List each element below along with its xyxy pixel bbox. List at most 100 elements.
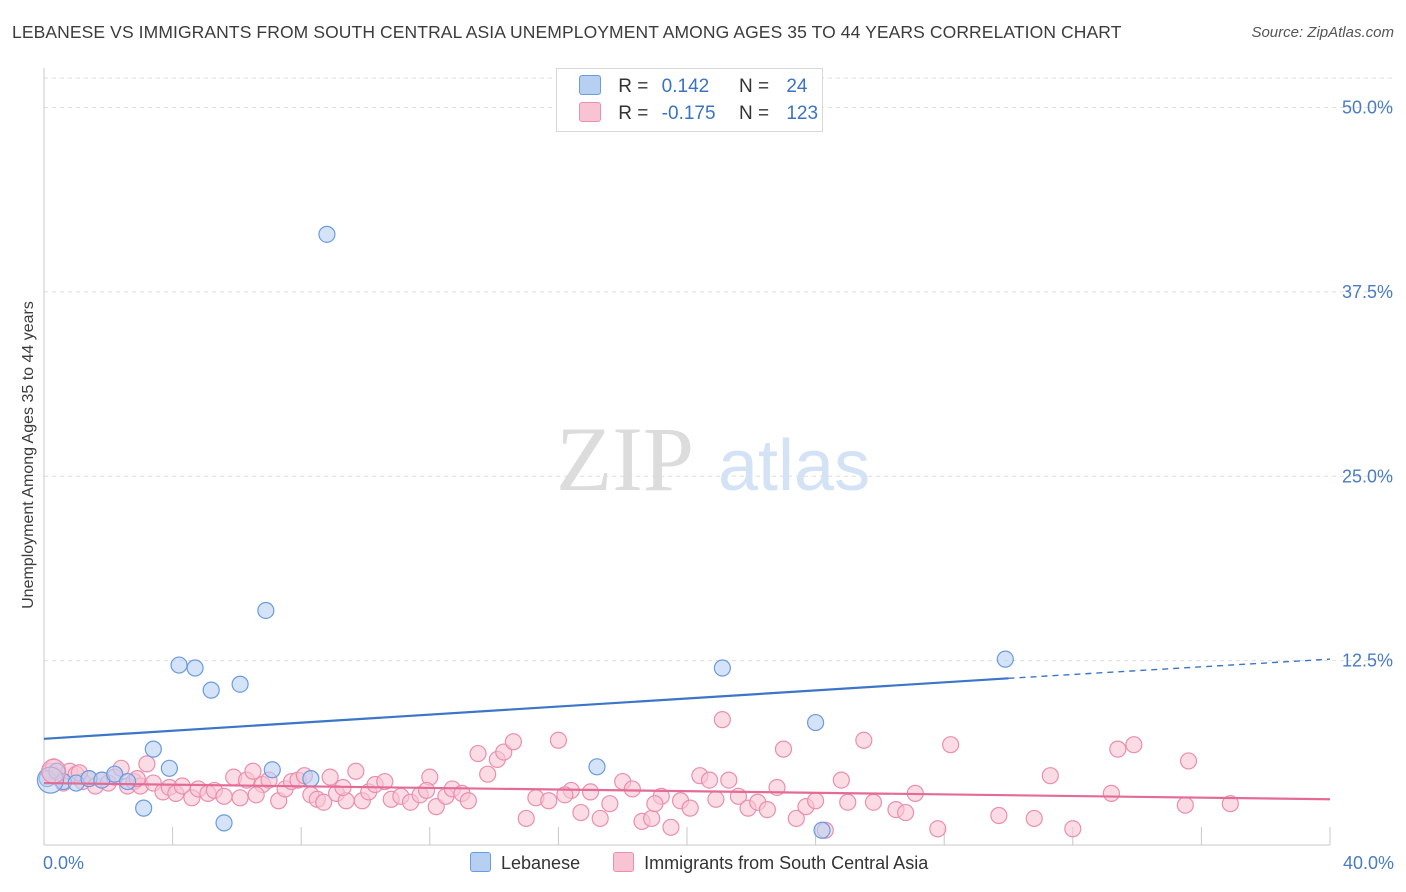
lebanese-point <box>302 770 320 788</box>
legend-r-value: 0.142 <box>661 76 710 97</box>
immigrant-point <box>1176 796 1194 814</box>
immigrant-point <box>707 790 725 808</box>
immigrant-point <box>540 792 558 810</box>
immigrant-point <box>517 809 535 828</box>
lebanese-point <box>106 765 124 783</box>
immigrant-point <box>244 762 262 780</box>
axes <box>43 68 1331 846</box>
immigrant-point <box>231 789 249 807</box>
legend-swatch-pink <box>579 102 601 122</box>
immigrant-point <box>1221 795 1239 813</box>
immigrant-point <box>942 736 960 754</box>
lebanese-point <box>170 656 188 674</box>
watermark: ZIP atlas <box>556 408 870 510</box>
legend-swatch-blue <box>579 75 601 95</box>
lebanese-point <box>713 659 731 677</box>
immigrant-point <box>469 744 487 763</box>
immigrant-point <box>662 818 680 836</box>
lebanese-point <box>215 814 233 832</box>
legend-row-lebanese: R = 0.142 N = 24 <box>579 75 807 97</box>
lebanese-point <box>202 681 220 699</box>
immigrant-point <box>376 772 394 791</box>
lebanese-point <box>257 601 275 620</box>
immigrant-point <box>138 755 156 773</box>
x-tick-label: 0.0% <box>43 853 84 873</box>
lebanese-point <box>318 225 336 243</box>
immigrant-point <box>897 803 915 822</box>
immigrant-point <box>581 783 600 801</box>
immigrant-point <box>479 765 497 783</box>
lebanese-point <box>160 759 178 777</box>
immigrant-point <box>806 792 825 810</box>
immigrant-point <box>417 781 436 800</box>
immigrant-point <box>215 787 233 805</box>
lebanese-point <box>813 821 831 839</box>
bottom-legend-swatch-pink <box>613 852 635 872</box>
immigrant-point <box>713 711 731 729</box>
chart-title: LEBANESE VS IMMIGRANTS FROM SOUTH CENTRA… <box>12 22 1122 42</box>
lebanese-trend-extension <box>1008 658 1331 680</box>
immigrant-point <box>787 809 805 828</box>
lebanese-point <box>144 740 162 758</box>
y-tick-label: 37.5% <box>1342 282 1393 302</box>
lebanese-point <box>186 659 204 677</box>
immigrant-point <box>504 733 522 751</box>
immigrant-point <box>929 820 947 838</box>
immigrant-point <box>549 731 568 749</box>
immigrant-trend-line <box>43 781 1331 801</box>
immigrant-point <box>1025 809 1043 828</box>
immigrant-point <box>591 809 609 828</box>
bottom-legend-immigrants: Immigrants from South Central Asia <box>613 852 928 874</box>
watermark-atlas: atlas <box>718 426 870 506</box>
immigrant-point <box>1179 752 1198 770</box>
lebanese-point <box>806 713 825 732</box>
immigrant-point <box>646 795 664 813</box>
immigrant-point <box>347 762 365 780</box>
immigrant-point <box>855 731 873 749</box>
lebanese-point <box>996 650 1014 668</box>
lebanese-point <box>231 675 249 693</box>
immigrant-point <box>864 793 883 811</box>
legend-r-value: -0.175 <box>661 103 716 124</box>
immigrant-point <box>556 786 574 804</box>
data-points <box>36 225 1239 839</box>
immigrant-point <box>700 771 719 789</box>
legend: R = 0.142 N = 24 R = -0.175 N = 123 <box>556 68 823 132</box>
immigrant-point <box>839 793 857 811</box>
immigrant-point <box>758 800 776 819</box>
immigrant-point <box>681 799 699 817</box>
legend-n-value: 24 <box>786 76 808 97</box>
y-tick-label: 50.0% <box>1342 98 1393 118</box>
bottom-legend-lebanese: Lebanese <box>470 852 580 874</box>
legend-r-label: R = <box>618 103 649 124</box>
gridlines <box>44 77 1392 662</box>
immigrant-point <box>720 771 738 789</box>
immigrant-point <box>41 758 67 784</box>
lebanese-trend-line <box>43 677 1009 740</box>
legend-row-immigrants: R = -0.175 N = 123 <box>579 102 818 124</box>
immigrant-point <box>321 768 339 786</box>
immigrant-point <box>572 803 590 822</box>
immigrant-point <box>601 795 619 813</box>
bottom-legend: Lebanese Immigrants from South Central A… <box>470 852 956 874</box>
lebanese-point <box>588 758 606 776</box>
immigrant-point <box>315 793 333 811</box>
immigrant-point <box>247 786 265 804</box>
immigrant-point <box>623 780 641 798</box>
watermark-zip: ZIP <box>556 408 694 510</box>
legend-n-label: N = <box>738 103 770 124</box>
immigrant-point <box>1064 820 1082 838</box>
immigrant-point <box>643 809 661 828</box>
immigrant-point <box>1102 784 1120 802</box>
lebanese-point <box>118 772 137 791</box>
tick-labels: 12.5% 25.0% 37.5% 50.0% 0.0% 40.0% <box>43 98 1394 874</box>
immigrant-point <box>459 792 477 810</box>
immigrant-point <box>774 740 793 758</box>
immigrant-point <box>1041 767 1059 785</box>
bottom-legend-swatch-blue <box>470 852 491 872</box>
legend-n-value: 123 <box>786 103 819 124</box>
immigrant-point <box>832 771 850 789</box>
immigrant-point <box>1109 740 1127 758</box>
bottom-legend-label: Lebanese <box>501 853 581 873</box>
